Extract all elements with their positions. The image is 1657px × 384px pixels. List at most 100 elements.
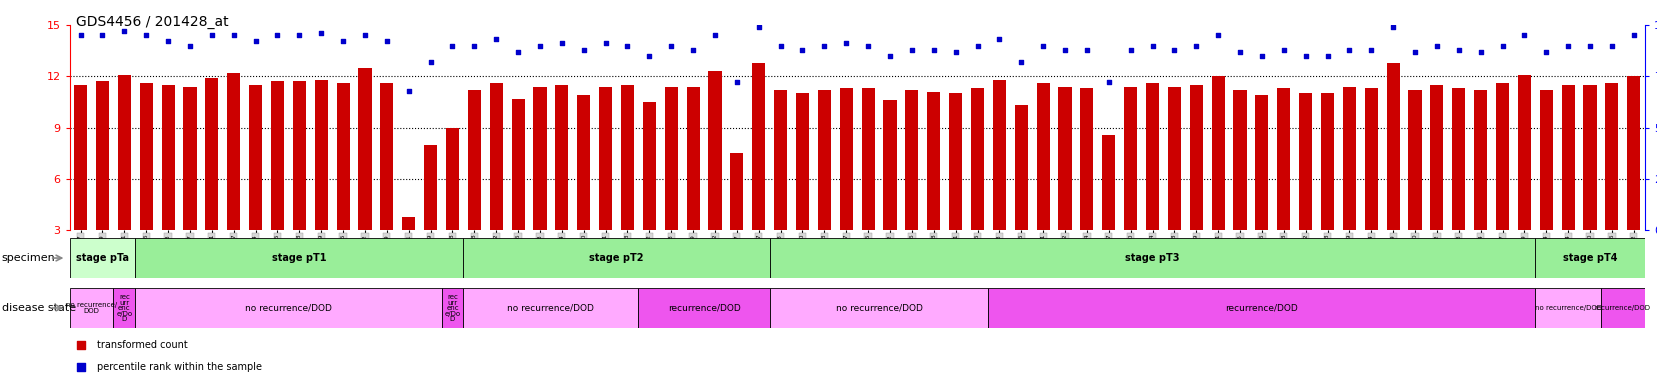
Bar <box>139 83 152 230</box>
Point <box>111 28 138 34</box>
Text: stage pT2: stage pT2 <box>588 253 643 263</box>
Bar <box>1430 85 1443 230</box>
Point <box>1400 49 1427 55</box>
Point <box>1117 46 1143 53</box>
Text: no recurrence/DOD: no recurrence/DOD <box>507 304 593 313</box>
Bar <box>462 288 638 328</box>
Point <box>636 53 663 59</box>
Bar <box>993 80 1006 230</box>
Point <box>1576 43 1602 49</box>
Text: no recurrence/DOD: no recurrence/DOD <box>835 304 921 313</box>
Bar <box>948 93 961 230</box>
Point <box>68 342 94 348</box>
Point <box>330 38 356 45</box>
Bar <box>1561 85 1574 230</box>
Point <box>767 43 794 49</box>
Bar <box>988 288 1534 328</box>
Bar <box>555 85 568 230</box>
Bar <box>1036 83 1049 230</box>
Point <box>418 59 444 65</box>
Bar <box>534 87 547 230</box>
Bar <box>227 73 240 230</box>
Bar <box>113 288 136 328</box>
Point <box>613 43 640 49</box>
Bar <box>205 78 219 230</box>
Point <box>461 43 487 49</box>
Point <box>1619 32 1645 38</box>
Point <box>1423 43 1450 49</box>
Bar <box>249 85 262 230</box>
Bar <box>769 288 988 328</box>
Point <box>1510 32 1536 38</box>
Point <box>1336 46 1362 53</box>
Bar <box>729 153 742 230</box>
Point <box>898 46 925 53</box>
Bar <box>1452 88 1465 230</box>
Point <box>1554 43 1581 49</box>
Bar <box>862 88 875 230</box>
Text: rec
urr
enc
e/Do
D: rec urr enc e/Do D <box>116 294 133 322</box>
Point <box>941 49 968 55</box>
Bar <box>1516 74 1529 230</box>
Point <box>810 43 837 49</box>
Point <box>701 32 727 38</box>
Text: recurrence/DOD: recurrence/DOD <box>1225 304 1297 313</box>
Bar <box>489 83 502 230</box>
Point <box>570 46 597 53</box>
Point <box>746 24 772 30</box>
Point <box>308 30 335 36</box>
Bar <box>336 83 350 230</box>
Bar <box>462 238 769 278</box>
Bar <box>708 71 721 230</box>
Point <box>263 32 290 38</box>
Text: disease state: disease state <box>2 303 76 313</box>
Point <box>177 43 204 49</box>
Bar <box>1364 88 1377 230</box>
Point <box>1248 53 1274 59</box>
Point <box>986 36 1012 42</box>
Point <box>68 363 94 369</box>
Bar <box>1276 88 1289 230</box>
Bar <box>270 81 283 230</box>
Point <box>920 46 946 53</box>
Text: stage pT1: stage pT1 <box>272 253 326 263</box>
Bar <box>1604 83 1617 230</box>
Bar <box>838 88 852 230</box>
Bar <box>403 217 414 230</box>
Text: transformed count: transformed count <box>96 340 187 350</box>
Bar <box>1190 85 1201 230</box>
Point <box>592 40 618 46</box>
Bar <box>620 85 633 230</box>
Point <box>1160 46 1186 53</box>
Point <box>1445 46 1471 53</box>
Bar <box>598 87 611 230</box>
Bar <box>1014 106 1027 230</box>
Point <box>658 43 684 49</box>
Bar <box>664 87 678 230</box>
Point <box>1095 79 1122 86</box>
Point <box>1183 43 1210 49</box>
Bar <box>905 90 918 230</box>
Bar <box>1534 288 1601 328</box>
Bar <box>1495 83 1508 230</box>
Point <box>548 40 575 46</box>
Text: no recurrence/DOD: no recurrence/DOD <box>245 304 331 313</box>
Text: percentile rank within the sample: percentile rank within the sample <box>96 361 262 372</box>
Point <box>1029 43 1056 49</box>
Text: specimen: specimen <box>2 253 55 263</box>
Bar <box>1145 83 1158 230</box>
Point <box>68 32 94 38</box>
Point <box>1357 46 1384 53</box>
Bar <box>424 145 437 230</box>
Point <box>133 32 159 38</box>
Point <box>1291 53 1317 59</box>
Point <box>1314 53 1341 59</box>
Text: stage pT3: stage pT3 <box>1125 253 1180 263</box>
Point <box>351 32 378 38</box>
Point <box>964 43 991 49</box>
Bar <box>379 83 393 230</box>
Bar <box>577 95 590 230</box>
Point <box>482 36 509 42</box>
Point <box>1488 43 1514 49</box>
Bar <box>1057 87 1070 230</box>
